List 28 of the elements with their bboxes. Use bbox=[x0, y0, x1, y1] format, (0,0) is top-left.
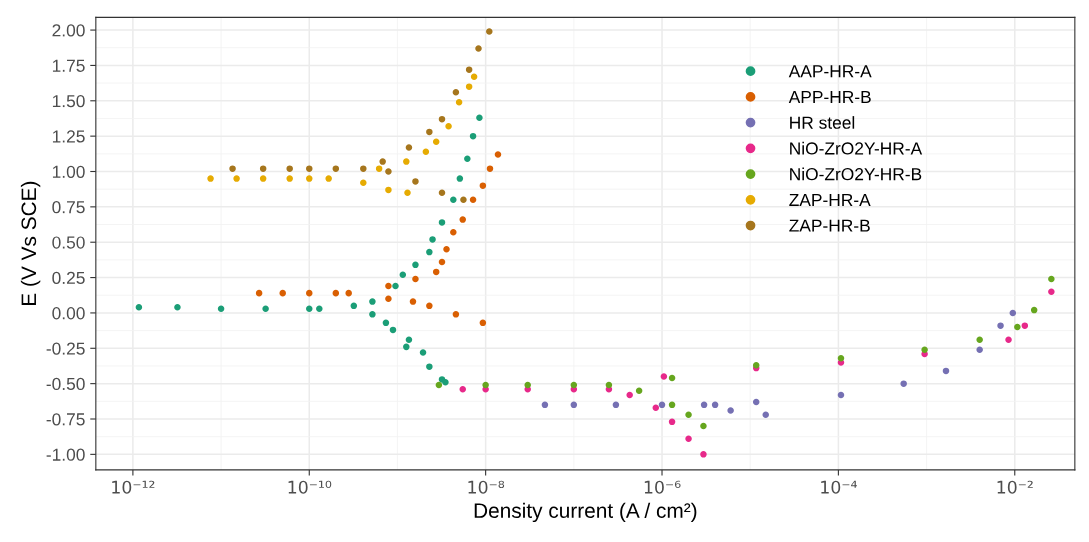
y-tick-label: 2.00 bbox=[52, 24, 85, 37]
y-tick-label: 1.25 bbox=[52, 130, 85, 143]
y-tick-label: -1.00 bbox=[46, 448, 85, 461]
y-tick-label: 1.00 bbox=[52, 165, 85, 178]
x-tick-label: 10⁻² bbox=[997, 480, 1033, 494]
y-tick-label: 0.25 bbox=[52, 271, 85, 285]
y-tick-label: -0.25 bbox=[46, 342, 85, 355]
y-axis-title: E (V Vs SCE) bbox=[20, 181, 41, 306]
y-tick-label: -0.75 bbox=[46, 413, 85, 426]
legend-label: NiO-ZrO2Y-HR-A bbox=[790, 141, 923, 155]
y-tick-label: 0.75 bbox=[52, 201, 85, 214]
x-tick-label: 10⁻⁸ bbox=[468, 480, 505, 494]
legend-label: NiO-ZrO2Y-HR-B bbox=[790, 167, 922, 181]
y-tick-label: 0.00 bbox=[52, 307, 85, 320]
legend-label: ZAP-HR-A bbox=[789, 193, 871, 206]
legend-label: AAP-HR-A bbox=[788, 65, 872, 78]
x-tick-label: 10⁻⁴ bbox=[821, 480, 857, 494]
legend-label: APP-HR-B bbox=[788, 91, 871, 103]
y-tick-label: 1.75 bbox=[52, 59, 85, 72]
legend-label: HR steel bbox=[790, 116, 855, 129]
y-tick-label: -0.50 bbox=[46, 377, 85, 391]
y-tick-label: 0.50 bbox=[52, 236, 85, 249]
x-tick-label: 10⁻¹⁰ bbox=[288, 480, 332, 494]
y-tick-label: 1.50 bbox=[52, 94, 85, 108]
x-axis-title: Density current (A / cm²) bbox=[474, 502, 697, 523]
legend-label: ZAP-HR-B bbox=[789, 219, 870, 232]
x-tick-label: 10⁻⁶ bbox=[644, 480, 681, 494]
x-tick-label: 10⁻¹² bbox=[112, 480, 155, 494]
